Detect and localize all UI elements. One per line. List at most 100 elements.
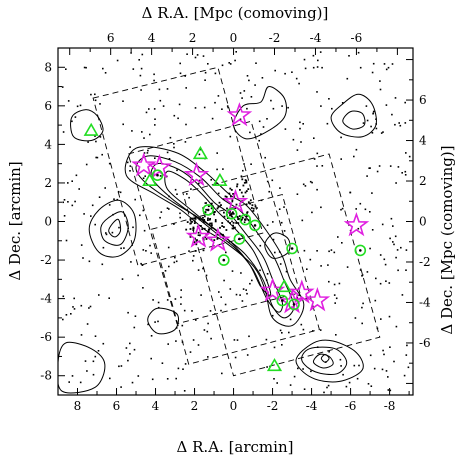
field-galaxy-dot — [90, 93, 92, 96]
cluster-galaxy-dot — [237, 218, 239, 221]
field-galaxy-dot — [248, 79, 250, 82]
contour-level-4 — [320, 353, 330, 363]
field-galaxy-dot — [178, 103, 181, 106]
contour-level-2 — [135, 155, 295, 319]
field-galaxy-dot — [316, 165, 318, 167]
field-galaxy-dot — [359, 269, 362, 271]
circle-marker — [225, 208, 238, 220]
circle-marker-center — [290, 247, 294, 250]
cluster-galaxy-dot — [207, 230, 210, 232]
field-galaxy-dot — [169, 136, 172, 139]
star-marker — [289, 279, 315, 304]
cluster-galaxy-dot — [229, 211, 231, 213]
field-galaxy-dot — [220, 296, 222, 298]
field-galaxy-dot — [328, 98, 330, 100]
field-galaxy-dot — [236, 339, 239, 341]
field-galaxy-dot — [380, 318, 382, 320]
field-galaxy-dot — [391, 113, 393, 116]
field-galaxy-dot — [234, 356, 237, 359]
cluster-galaxy-dot — [242, 184, 245, 187]
field-galaxy-dot — [102, 67, 104, 70]
field-galaxy-dot — [359, 202, 362, 205]
cluster-galaxy-dot — [205, 208, 208, 211]
field-galaxy-dot — [319, 329, 322, 331]
field-galaxy-dot — [272, 221, 274, 223]
field-galaxy-dot — [300, 141, 302, 143]
cluster-galaxy-dot — [245, 181, 248, 184]
field-galaxy-dot — [283, 230, 286, 232]
field-galaxy-dot — [105, 232, 107, 234]
left-tick-label: 8 — [44, 60, 52, 74]
field-galaxy-dot — [389, 165, 392, 167]
field-galaxy-dot — [357, 51, 360, 54]
bottom-tick-label: -2 — [267, 399, 279, 413]
survey-field-outline-3 — [182, 153, 381, 377]
field-galaxy-dot — [323, 391, 325, 394]
field-galaxy-dot — [302, 328, 305, 331]
cluster-galaxy-dot — [195, 243, 198, 246]
field-galaxy-dot — [394, 235, 397, 238]
field-galaxy-dot — [293, 375, 296, 378]
field-galaxy-dot — [123, 247, 125, 249]
field-galaxy-dot — [202, 55, 205, 57]
contour-level-3 — [108, 218, 122, 238]
field-galaxy-dot — [218, 291, 220, 293]
field-galaxy-dot — [270, 99, 272, 102]
field-galaxy-dot — [203, 106, 206, 109]
field-galaxy-dot — [183, 309, 186, 312]
field-galaxy-dot — [265, 338, 268, 341]
field-galaxy-dot — [316, 91, 318, 93]
star-marker — [131, 152, 157, 177]
field-galaxy-dot — [82, 257, 84, 259]
field-galaxy-dot — [320, 265, 322, 267]
field-galaxy-dot — [272, 238, 275, 241]
field-galaxy-dot — [375, 127, 378, 130]
field-galaxy-dot — [280, 221, 283, 224]
field-galaxy-dot — [272, 107, 275, 110]
field-galaxy-dot — [279, 263, 282, 265]
right-axis-label: Δ Dec. [Mpc (comoving)] — [438, 145, 456, 334]
field-galaxy-dot — [153, 79, 155, 82]
cluster-galaxy-dot — [207, 217, 209, 220]
field-galaxy-dot — [137, 274, 139, 277]
field-galaxy-dot — [306, 268, 308, 270]
field-galaxy-dot — [249, 282, 251, 285]
field-galaxy-dot — [261, 77, 264, 79]
field-galaxy-dot — [76, 105, 79, 108]
field-galaxy-dot — [142, 249, 145, 251]
field-galaxy-dot — [305, 297, 308, 300]
field-galaxy-dot — [207, 322, 209, 325]
cluster-galaxy-dot — [216, 207, 219, 210]
cluster-galaxy-dot — [230, 195, 232, 198]
field-galaxy-dot — [173, 143, 175, 145]
field-galaxy-dot — [379, 282, 382, 285]
field-galaxy-dot — [179, 212, 181, 215]
cluster-galaxy-dot — [204, 211, 207, 213]
field-galaxy-dot — [62, 201, 64, 204]
field-galaxy-dot — [142, 177, 145, 179]
circle-marker-center — [292, 303, 296, 306]
field-galaxy-dot — [199, 148, 202, 151]
field-galaxy-dot — [389, 389, 392, 392]
field-galaxy-dot — [200, 294, 202, 296]
field-galaxy-dot — [125, 347, 128, 349]
field-galaxy-dot — [231, 270, 234, 272]
contour-level-1 — [330, 93, 377, 138]
field-galaxy-dot — [85, 163, 88, 166]
field-galaxy-dot — [185, 87, 187, 89]
bottom-axis-label: Δ R.A. [arcmin] — [177, 438, 294, 456]
cluster-galaxy-dot — [202, 249, 205, 252]
field-galaxy-dot — [404, 122, 407, 124]
left-tick-label: -4 — [40, 292, 52, 306]
field-galaxy-dot — [61, 86, 64, 88]
field-galaxy-dot — [120, 386, 122, 388]
field-galaxy-dot — [382, 349, 384, 352]
top-tick-label: 0 — [230, 31, 238, 45]
field-galaxy-dot — [319, 51, 322, 53]
field-galaxy-dot — [65, 239, 68, 242]
cluster-galaxy-dot — [236, 185, 238, 188]
cluster-galaxy-dot — [220, 204, 222, 206]
field-galaxy-dot — [296, 193, 299, 195]
field-galaxy-dot — [166, 151, 169, 154]
cluster-galaxy-dot — [210, 207, 213, 210]
